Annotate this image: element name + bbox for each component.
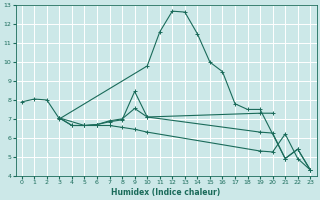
X-axis label: Humidex (Indice chaleur): Humidex (Indice chaleur): [111, 188, 221, 197]
